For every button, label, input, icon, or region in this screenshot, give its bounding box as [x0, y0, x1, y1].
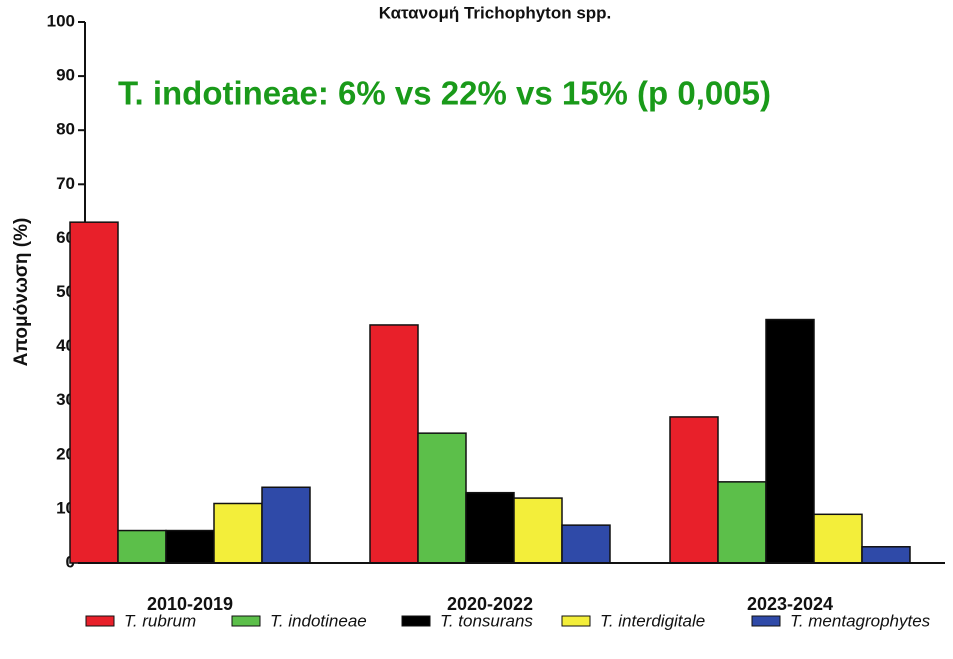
x-tick-label: 2010-2019: [147, 594, 233, 614]
bar: [465, 491, 515, 564]
y-tick-label: 90: [56, 66, 75, 85]
legend-label: T. tonsurans: [440, 611, 533, 630]
x-tick-label: 2023-2024: [747, 594, 833, 614]
annotation: T. indotineae: 6% vs 22% vs 15% (p 0,005…: [118, 75, 771, 112]
bar: [813, 513, 863, 564]
legend-label: T. interdigitale: [600, 611, 705, 630]
y-axis-label: Απομόνωση (%): [11, 218, 32, 367]
bar: [165, 529, 215, 564]
bar: [69, 221, 119, 564]
legend-label: T. mentagrophytes: [790, 611, 931, 630]
bar: [117, 529, 167, 564]
legend-swatch: [85, 615, 115, 627]
legend-swatch: [231, 615, 261, 627]
bar: [513, 497, 563, 564]
bar: [213, 502, 263, 564]
chart-title: Κατανομή Trichophyton spp.: [379, 3, 612, 22]
bar: [861, 546, 911, 564]
bar: [669, 416, 719, 564]
bar: [261, 486, 311, 564]
legend-label: T. indotineae: [270, 611, 367, 630]
y-tick-label: 80: [56, 120, 75, 139]
y-tick-label: 100: [47, 11, 75, 30]
bar: [765, 318, 815, 564]
x-tick-label: 2020-2022: [447, 594, 533, 614]
bar: [717, 481, 767, 564]
y-tick-label: 70: [56, 174, 75, 193]
legend-swatch: [561, 615, 591, 627]
legend-label: T. rubrum: [124, 611, 196, 630]
legend-swatch: [401, 615, 431, 627]
bar: [369, 324, 419, 564]
legend-swatch: [751, 615, 781, 627]
bar: [417, 432, 467, 564]
bar: [561, 524, 611, 564]
